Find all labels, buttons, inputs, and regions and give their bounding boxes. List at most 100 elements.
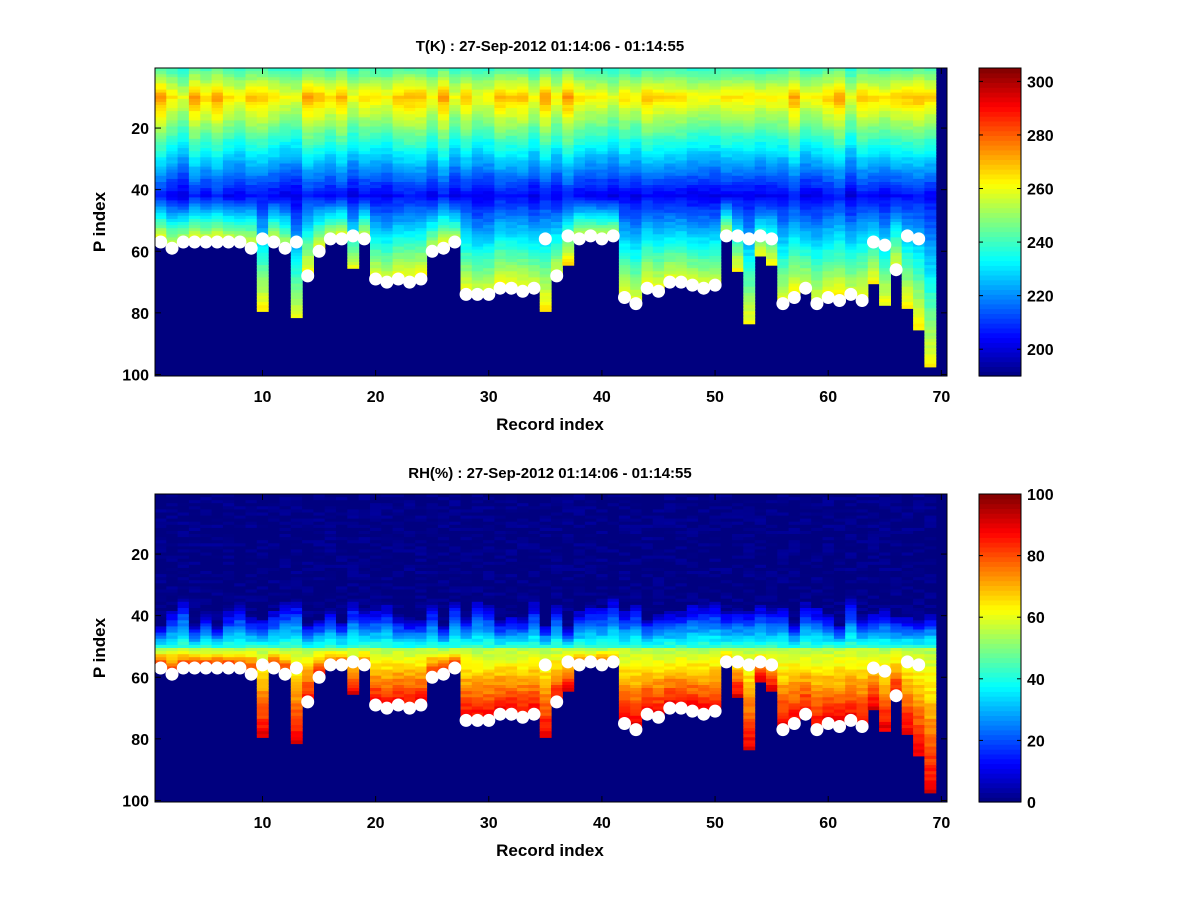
heatmap-cell: [709, 108, 722, 112]
heatmap-cell: [856, 206, 869, 211]
heatmap-cell: [641, 246, 654, 251]
heatmap-cell: [155, 537, 167, 541]
heatmap-cell: [290, 123, 303, 128]
heatmap-cell: [562, 154, 575, 158]
heatmap-cell: [856, 218, 869, 223]
heatmap-cell: [573, 117, 586, 121]
heatmap-cell: [177, 138, 190, 143]
surface-marker: [719, 229, 733, 243]
heatmap-cell: [890, 151, 903, 155]
heatmap-cell: [709, 163, 722, 168]
heatmap-cell: [370, 243, 382, 248]
heatmap-cell: [913, 277, 925, 282]
heatmap-cell: [732, 148, 744, 152]
heatmap-cell: [177, 169, 190, 174]
heatmap-cell: [573, 157, 586, 161]
heatmap-cell: [607, 172, 620, 177]
heatmap-cell: [336, 83, 348, 88]
heatmap-cell: [155, 623, 167, 628]
colorbar-segment: [979, 101, 1021, 108]
heatmap-cell: [732, 135, 744, 140]
heatmap-cell: [460, 74, 473, 78]
heatmap-cell: [675, 252, 688, 257]
heatmap-cell: [788, 259, 801, 263]
heatmap-cell: [777, 105, 790, 109]
heatmap-cell: [618, 243, 631, 248]
heatmap-cell: [709, 154, 722, 158]
heatmap-cell: [437, 120, 450, 125]
heatmap-cell: [652, 182, 665, 186]
heatmap-cell: [234, 145, 247, 149]
heatmap-cell: [234, 166, 247, 171]
surface-marker: [516, 284, 530, 298]
heatmap-cell: [799, 141, 812, 146]
heatmap-cell: [686, 194, 699, 198]
heatmap-cell: [641, 86, 654, 91]
heatmap-cell: [324, 111, 337, 115]
heatmap-cell: [188, 138, 201, 143]
heatmap-cell: [596, 83, 609, 88]
heatmap-cell: [302, 166, 314, 171]
heatmap-cell: [392, 188, 405, 192]
heatmap-cell: [799, 148, 812, 152]
heatmap-cell: [268, 77, 280, 81]
heatmap-cell: [811, 151, 824, 155]
heatmap-cell: [494, 95, 507, 100]
heatmap-cell: [675, 203, 688, 208]
heatmap-cell: [879, 255, 891, 260]
heatmap-cell: [471, 274, 484, 279]
heatmap-cell: [596, 138, 609, 143]
heatmap-cell: [483, 246, 495, 251]
heatmap-cell: [268, 101, 280, 106]
heatmap-cell: [370, 77, 382, 81]
heatmap-cell: [211, 123, 224, 128]
heatmap-cell: [845, 129, 858, 134]
heatmap-cell: [505, 274, 518, 279]
heatmap-cell: [732, 95, 744, 100]
heatmap-cell: [777, 120, 790, 125]
heatmap-cell: [222, 74, 235, 78]
heatmap-cell: [370, 203, 382, 208]
heatmap-cell: [845, 209, 858, 214]
heatmap-cell: [652, 185, 665, 189]
heatmap-cell: [754, 126, 767, 131]
heatmap-cell: [788, 234, 801, 238]
heatmap-cell: [200, 209, 213, 214]
heatmap-cell: [913, 71, 925, 75]
heatmap-cell: [234, 74, 247, 78]
heatmap-cell: [562, 141, 575, 146]
heatmap-cell: [573, 163, 586, 168]
heatmap-cell: [483, 252, 495, 257]
heatmap-cell: [471, 222, 484, 226]
heatmap-cell: [460, 169, 473, 174]
heatmap-cell: [766, 169, 778, 174]
heatmap-cell: [720, 215, 733, 220]
heatmap-cell: [743, 197, 756, 202]
heatmap-cell: [686, 80, 699, 84]
colorbar-segment: [979, 327, 1021, 334]
heatmap-cell: [358, 191, 371, 195]
heatmap-cell: [788, 178, 801, 183]
heatmap-cell: [856, 117, 869, 121]
heatmap-cell: [505, 228, 518, 232]
heatmap-cell: [698, 132, 710, 137]
heatmap-cell: [664, 86, 676, 91]
heatmap-cell: [754, 160, 767, 165]
heatmap-cell: [641, 157, 654, 161]
heatmap-cell: [313, 145, 326, 149]
heatmap-cell: [494, 212, 507, 217]
heatmap-cell: [845, 105, 858, 109]
heatmap-cell: [279, 105, 292, 109]
heatmap-cell: [449, 117, 462, 121]
heatmap-cell: [664, 237, 676, 242]
heatmap-cell: [437, 169, 450, 174]
heatmap-cell: [471, 252, 484, 257]
heatmap-cell: [584, 188, 597, 192]
heatmap-cell: [290, 95, 303, 100]
heatmap-cell: [630, 225, 643, 229]
heatmap-cell: [166, 534, 179, 538]
heatmap-cell: [551, 166, 563, 171]
heatmap-cell: [867, 212, 880, 217]
heatmap-cell: [924, 185, 937, 189]
heatmap-cell: [528, 151, 541, 155]
